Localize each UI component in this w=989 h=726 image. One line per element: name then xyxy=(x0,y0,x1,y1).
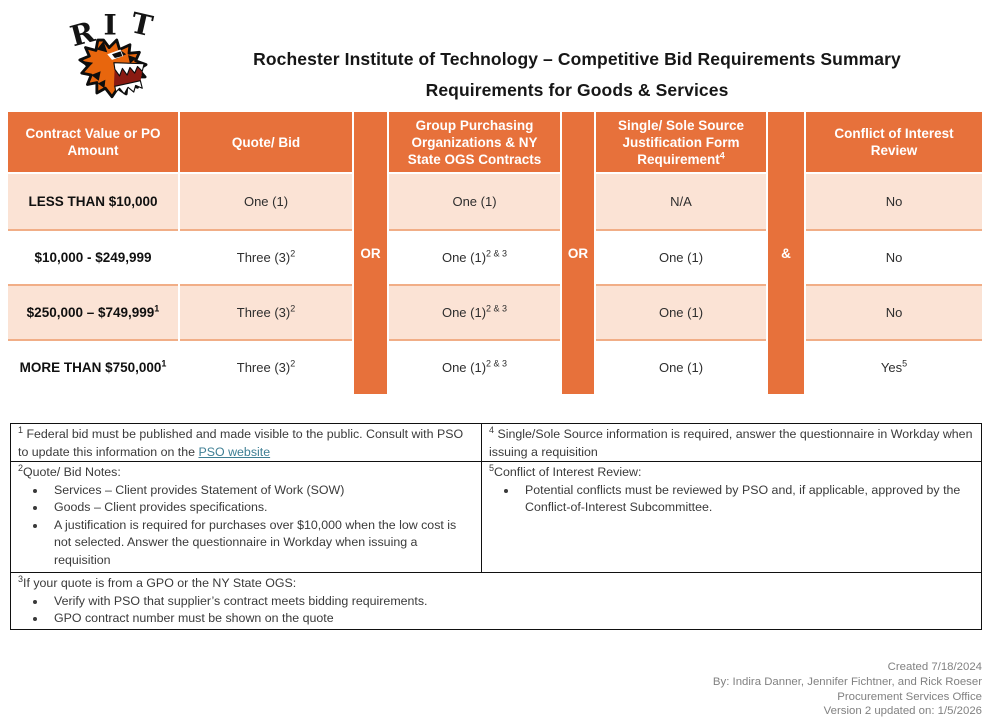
cell-coi-row4: Yes5 xyxy=(806,339,982,394)
cell-coi-row3: No xyxy=(806,284,982,339)
credit-office: Procurement Services Office xyxy=(837,690,982,703)
credit-authors: By: Indira Danner, Jennifer Fichtner, an… xyxy=(712,675,982,688)
document-credits: Created 7/18/2024 By: Indira Danner, Jen… xyxy=(713,660,982,719)
footnote-5: 5Conflict of Interest Review: Potential … xyxy=(482,461,981,572)
footnote-5-bullets: Potential conflicts must be reviewed by … xyxy=(489,482,974,517)
footnote-3-title: If your quote is from a GPO or the NY St… xyxy=(23,576,297,590)
cell-coi-row2: No xyxy=(806,229,982,284)
logo-letter-r: R xyxy=(67,14,99,53)
bullet-item: GPO contract number must be shown on the… xyxy=(47,610,974,628)
cell-coi-row1: No xyxy=(806,174,982,229)
footnote-3-bullets: Verify with PSO that supplier’s contract… xyxy=(18,593,974,628)
tiger-head-icon xyxy=(78,38,148,99)
cell-sole-source-row3: One (1) xyxy=(596,284,766,339)
document-title-line1: Rochester Institute of Technology – Comp… xyxy=(253,49,901,69)
rit-tiger-logo: R I T xyxy=(67,8,156,99)
footnote-2-bullets: Services – Client provides Statement of … xyxy=(18,482,474,570)
column-header-gpo-ogs: Group Purchasing Organizations & NY Stat… xyxy=(389,112,560,174)
logo-letter-i: I xyxy=(103,8,116,41)
row-label-250000-749999: $250,000 – $749,9991 xyxy=(8,284,178,339)
bullet-item: Potential conflicts must be reviewed by … xyxy=(518,482,974,517)
logo-letter-t: T xyxy=(128,8,156,43)
bullet-item: Services – Client provides Statement of … xyxy=(47,482,474,500)
cell-sole-source-row2: One (1) xyxy=(596,229,766,284)
cell-quote-bid-row2: Three (3)2 xyxy=(180,229,352,284)
cell-quote-bid-row1: One (1) xyxy=(180,174,352,229)
connector-or-2: OR xyxy=(562,112,594,394)
connector-and: & xyxy=(768,112,804,394)
cell-gpo-row2: One (1)2 & 3 xyxy=(389,229,560,284)
cell-quote-bid-row4: Three (3)2 xyxy=(180,339,352,394)
footnote-2-title: Quote/ Bid Notes: xyxy=(23,465,121,479)
document-title: Rochester Institute of Technology – Comp… xyxy=(175,44,979,106)
credit-created-date: Created 7/18/2024 xyxy=(887,661,982,673)
footnote-3: 3If your quote is from a GPO or the NY S… xyxy=(11,572,981,629)
footnote-5-title: Conflict of Interest Review: xyxy=(494,465,642,479)
footnote-1: 1 Federal bid must be published and made… xyxy=(11,424,482,461)
cell-sole-source-row1: N/A xyxy=(596,174,766,229)
cell-gpo-row1: One (1) xyxy=(389,174,560,229)
column-header-contract-value: Contract Value or PO Amount xyxy=(8,112,178,174)
row-label-less-than-10000: LESS THAN $10,000 xyxy=(8,174,178,229)
cell-sole-source-row4: One (1) xyxy=(596,339,766,394)
column-header-coi-review: Conflict of Interest Review xyxy=(806,112,982,174)
footnote-2: 2Quote/ Bid Notes: Services – Client pro… xyxy=(11,461,482,572)
row-label-10000-249999: $10,000 - $249,999 xyxy=(8,229,178,284)
bullet-item: Verify with PSO that supplier’s contract… xyxy=(47,593,974,611)
row-label-more-than-750000: MORE THAN $750,0001 xyxy=(8,339,178,394)
column-header-quote-bid: Quote/ Bid xyxy=(180,112,352,174)
footnote-4: 4 Single/Sole Source information is requ… xyxy=(489,424,973,459)
connector-or-1: OR xyxy=(354,112,387,394)
column-header-sole-source: Single/ Sole Source Justification Form R… xyxy=(596,112,766,174)
credit-version: Version 2 updated on: 1/5/2026 xyxy=(823,705,982,718)
document-title-line2: Requirements for Goods & Services xyxy=(425,80,729,100)
footnotes-table: 1 Federal bid must be published and made… xyxy=(10,423,982,630)
cell-gpo-row4: One (1)2 & 3 xyxy=(389,339,560,394)
bullet-item: Goods – Client provides specifications. xyxy=(47,499,474,517)
bullet-item: A justification is required for purchase… xyxy=(47,517,474,570)
bid-requirements-table: Contract Value or PO Amount Quote/ Bid O… xyxy=(8,112,982,394)
cell-gpo-row3: One (1)2 & 3 xyxy=(389,284,560,339)
pso-website-link[interactable]: PSO website xyxy=(198,444,271,459)
cell-quote-bid-row3: Three (3)2 xyxy=(180,284,352,339)
